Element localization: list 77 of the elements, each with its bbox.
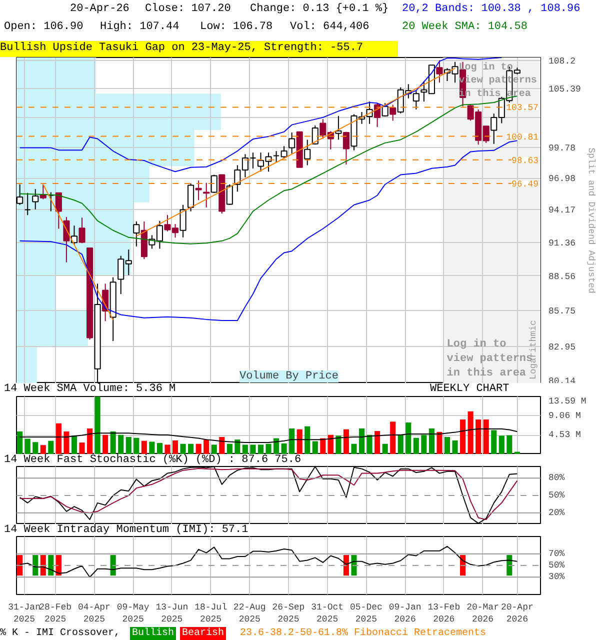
y-tick-label: 99.78 [548, 143, 576, 154]
x-tick-label: 04-Apr 2025 [78, 602, 110, 624]
chart-title: 14 Week Fast Stochastic (%K) (%D) : 87.6 75.6 [4, 453, 302, 468]
chart-title: 14 Week Intraday Momentum (IMI): 57.1 [4, 523, 248, 538]
y-tick-label: 30% [548, 572, 566, 582]
x-tick-label: 18-Jul 2025 [194, 602, 227, 624]
x-tick-label: 28-Feb 2025 [39, 602, 72, 624]
y-tick-label: 80% [548, 473, 566, 484]
candlestick [78, 217, 86, 244]
x-tick-label: 31-Jan 2025 [8, 602, 40, 624]
text: 20-Apr-26 [70, 2, 130, 17]
candlestick [304, 139, 311, 166]
candlestick [48, 192, 54, 212]
ref-line-label: 98.63 [511, 156, 539, 166]
candlestick [335, 115, 342, 140]
candlestick [436, 60, 443, 84]
y-tick-label: 9.06 M [548, 410, 581, 421]
ref-line-label: 96.49 [511, 179, 539, 190]
candlestick [133, 220, 140, 247]
candlestick [288, 132, 296, 154]
candlestick [342, 131, 350, 166]
annotation: WEEKLY CHART [430, 382, 510, 397]
text: Open: 106.90 [4, 20, 84, 35]
y-tick-label: 13.59 M [548, 396, 586, 406]
candlestick [273, 150, 280, 163]
candlestick [203, 182, 210, 208]
y-tick-label: 50% [548, 560, 566, 570]
text: Bearish [180, 627, 226, 640]
candlestick [280, 146, 288, 158]
candlestick [195, 180, 202, 201]
candlestick [55, 192, 62, 230]
x-tick-label: 20-Apr 2026 [500, 602, 534, 624]
x-tick-label: 20-Mar 2026 [466, 602, 499, 624]
y-tick-label: 50% [548, 490, 566, 500]
x-tick-label: 09-Jan 2026 [388, 602, 422, 624]
ref-line-label: 100.81 [506, 132, 538, 142]
text: High: 107.44 [100, 20, 180, 35]
candlestick [188, 182, 194, 212]
text: Bullish [130, 627, 176, 640]
y-tick-label: 108.2 [548, 56, 576, 66]
y-axis-title: Split and Dividend Adjusted [586, 148, 596, 294]
text: Change: 0.13 {+0.1 %} [250, 2, 389, 17]
ref-line-label: 103.57 [506, 103, 538, 114]
x-tick-label: 13-Jun 2025 [156, 602, 188, 624]
x-tick-label: 26-Sep 2025 [272, 602, 305, 624]
y-tick-label: 105.39 [548, 84, 581, 94]
text: Vol: 644,406 [290, 20, 370, 35]
text: Low: 106.78 [200, 20, 273, 35]
text: 20 Week SMA: 104.58 [402, 20, 528, 35]
candlestick [70, 225, 78, 246]
candlestick [390, 104, 396, 122]
y-tick-label: 20% [548, 508, 566, 518]
text: 23.6-38.2-50-61.8% Fibonacci Retracements [240, 627, 486, 640]
x-tick-label: 09-May 2025 [116, 602, 150, 624]
candlestick [226, 184, 233, 206]
candlestick [180, 204, 186, 238]
text: 20,2 Bands: 100.38 , 108.96 [402, 2, 580, 17]
text: 14 Week SMA Volume: 5.36 M [4, 382, 176, 397]
text: Volume By Price [239, 370, 339, 382]
legend-title: % K - IMI Crossover, [0, 627, 120, 640]
x-tick-label: 13-Feb 2026 [428, 602, 460, 624]
y-tick-label: 96.98 [548, 174, 576, 184]
y-tick-label: 91.36 [548, 238, 576, 248]
y-tick-label: 88.56 [548, 272, 576, 282]
y-tick-label: 82.95 [548, 342, 576, 352]
x-tick-label: 22-Aug 2025 [233, 602, 266, 624]
candlestick [32, 188, 39, 210]
chart-title: Bullish Upside Tasuki Gap on 23-May-25, Strength: -55.7 [0, 41, 398, 57]
line-series [19, 546, 518, 578]
y-tick-label: 70% [548, 548, 566, 559]
x-tick-label: 31-Oct 2025 [311, 602, 344, 624]
y-tick-label: 94.17 [548, 206, 576, 216]
y-tick-label: 4.53 M [548, 430, 581, 440]
text: Close: 107.20 [145, 2, 231, 17]
x-tick-label: 05-Dec 2025 [350, 602, 382, 624]
candlestick [24, 192, 31, 216]
y-tick-label: 85.75 [548, 306, 576, 317]
